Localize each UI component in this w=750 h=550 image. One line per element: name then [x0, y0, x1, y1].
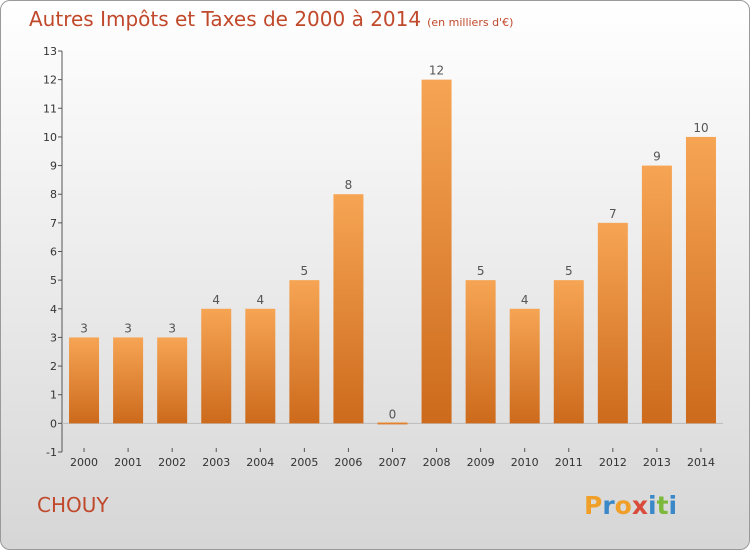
- x-tick-label-2013: 2013: [643, 456, 671, 469]
- x-tick-label-2007: 2007: [379, 456, 407, 469]
- x-tick-label-2001: 2001: [114, 456, 142, 469]
- chart-title-text: Autres Impôts et Taxes de 2000 à 2014: [29, 7, 422, 31]
- bar-2013: [641, 165, 672, 424]
- y-tick-label: 6: [50, 246, 57, 259]
- bar-value-label-2002: 3: [168, 321, 176, 335]
- x-tick-label-2005: 2005: [290, 456, 318, 469]
- bar-2003: [201, 308, 232, 424]
- bar-value-label-2011: 5: [565, 264, 573, 278]
- bar-value-label-2000: 3: [80, 321, 88, 335]
- x-tick-label-2014: 2014: [687, 456, 715, 469]
- bar-2004: [245, 308, 276, 424]
- bar-2005: [289, 280, 320, 424]
- bar-2002: [157, 337, 188, 424]
- x-tick-label-2008: 2008: [423, 456, 451, 469]
- y-tick-label: 7: [50, 217, 57, 230]
- bar-value-label-2012: 7: [609, 207, 617, 221]
- bar-value-label-2006: 8: [345, 178, 353, 192]
- logo-letter: x: [631, 491, 648, 520]
- y-tick-label: 13: [43, 45, 57, 58]
- bar-2007: [377, 422, 408, 425]
- logo-letter: P: [584, 491, 603, 520]
- bar-2011: [553, 280, 584, 424]
- bar-value-label-2001: 3: [124, 321, 132, 335]
- y-tick-label: 0: [50, 417, 57, 430]
- x-tick-label-2011: 2011: [555, 456, 583, 469]
- bar-2014: [685, 136, 716, 424]
- y-tick-label: 10: [43, 131, 57, 144]
- y-tick-label: 11: [43, 102, 57, 115]
- y-tick-label: 1: [50, 389, 57, 402]
- y-tick-label: 5: [50, 274, 57, 287]
- proxiti-logo[interactable]: Proxiti: [584, 491, 677, 520]
- x-tick-label-2009: 2009: [467, 456, 495, 469]
- x-tick-label-2004: 2004: [246, 456, 274, 469]
- bar-value-label-2014: 10: [693, 121, 708, 135]
- bar-2006: [333, 194, 364, 424]
- bar-value-label-2004: 4: [256, 293, 264, 307]
- bar-value-label-2008: 12: [429, 64, 444, 78]
- bar-2012: [597, 222, 628, 424]
- x-tick-label-2006: 2006: [334, 456, 362, 469]
- y-tick-label: 9: [50, 160, 57, 173]
- logo-letter: t: [656, 491, 669, 520]
- y-tick-label: 4: [50, 303, 57, 316]
- chart-subtitle: (en milliers d'€): [427, 16, 514, 29]
- bar-2001: [113, 337, 144, 424]
- bar-2010: [509, 308, 540, 424]
- x-tick-label-2010: 2010: [511, 456, 539, 469]
- logo-letter: r: [602, 491, 615, 520]
- place-name: CHOUY: [37, 493, 109, 517]
- y-tick-label: -1: [46, 446, 57, 459]
- bar-value-label-2013: 9: [653, 150, 661, 164]
- y-tick-label: 2: [50, 360, 57, 373]
- bar-2008: [421, 79, 452, 424]
- x-tick-label-2003: 2003: [202, 456, 230, 469]
- chart-title: Autres Impôts et Taxes de 2000 à 2014 (en…: [29, 7, 513, 31]
- bar-value-label-2005: 5: [301, 264, 309, 278]
- y-tick-label: 12: [43, 74, 57, 87]
- x-tick-label-2012: 2012: [599, 456, 627, 469]
- bar-value-label-2009: 5: [477, 264, 485, 278]
- y-tick-label: 8: [50, 188, 57, 201]
- y-tick-label: 3: [50, 331, 57, 344]
- logo-letter: i: [648, 491, 657, 520]
- x-tick-label-2002: 2002: [158, 456, 186, 469]
- logo-letter: o: [614, 491, 632, 520]
- x-tick-label-2000: 2000: [70, 456, 98, 469]
- bar-2000: [69, 337, 100, 424]
- bar-value-label-2007: 0: [389, 407, 397, 421]
- bar-value-label-2003: 4: [212, 293, 220, 307]
- bar-value-label-2010: 4: [521, 293, 529, 307]
- bar-2009: [465, 280, 496, 424]
- logo-letter: i: [668, 491, 678, 520]
